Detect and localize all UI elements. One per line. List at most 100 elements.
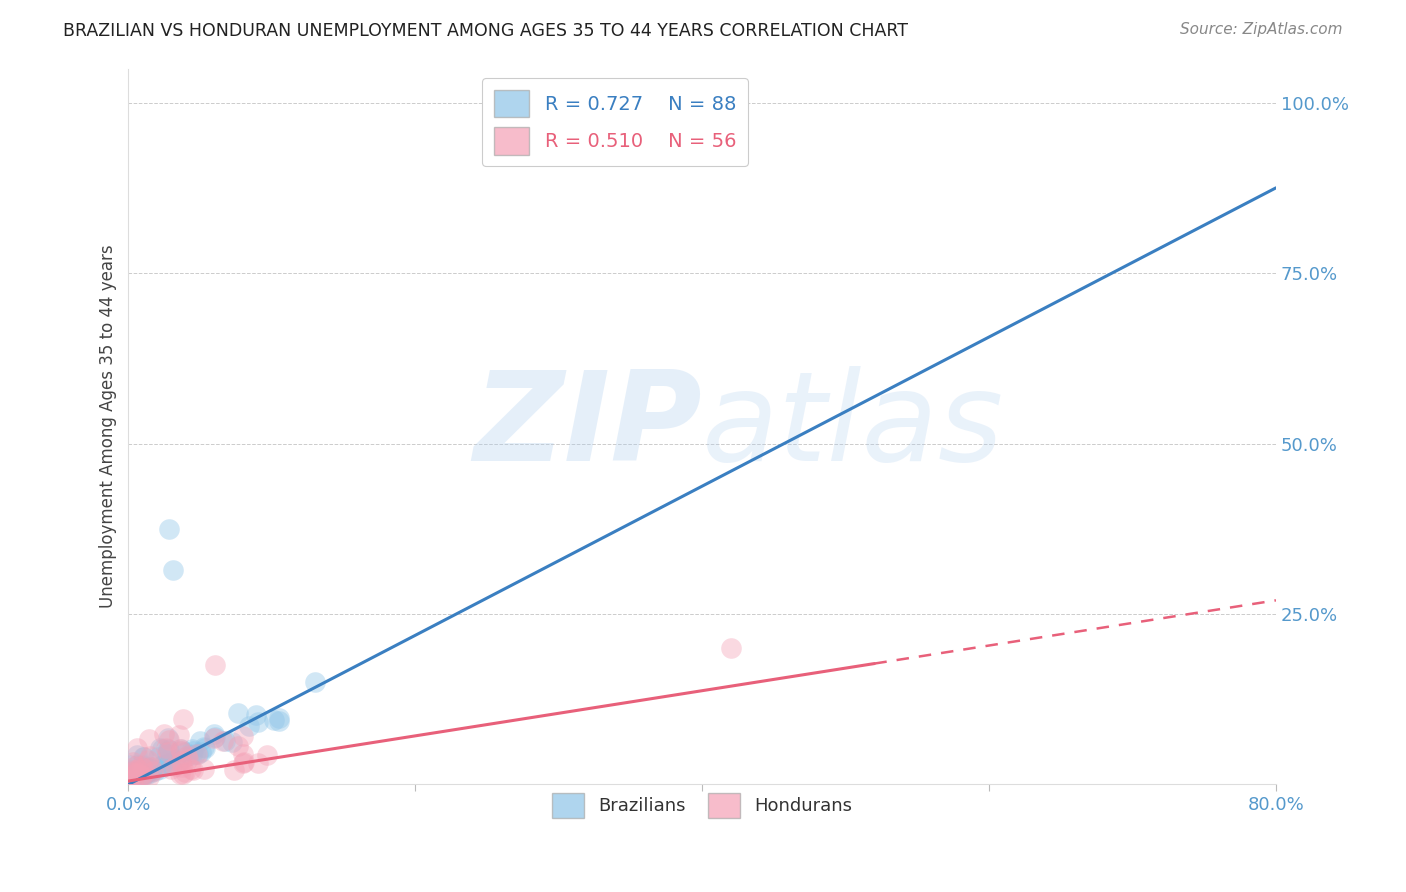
Point bbox=[122, 764, 145, 779]
Point bbox=[269, 711, 291, 725]
Point bbox=[127, 747, 149, 762]
Point bbox=[125, 766, 148, 780]
Point bbox=[129, 759, 152, 773]
Point bbox=[256, 748, 278, 763]
Point bbox=[181, 744, 204, 758]
Point bbox=[159, 762, 181, 776]
Point bbox=[153, 727, 176, 741]
Point bbox=[170, 744, 193, 758]
Point bbox=[142, 763, 165, 777]
Point bbox=[246, 714, 269, 729]
Point bbox=[167, 728, 190, 742]
Point bbox=[169, 742, 191, 756]
Point bbox=[132, 757, 155, 772]
Point bbox=[157, 756, 180, 771]
Point bbox=[134, 765, 156, 780]
Point bbox=[149, 762, 172, 776]
Point bbox=[174, 764, 197, 779]
Point bbox=[156, 742, 179, 756]
Point bbox=[122, 774, 145, 789]
Point bbox=[131, 766, 153, 780]
Text: Source: ZipAtlas.com: Source: ZipAtlas.com bbox=[1180, 22, 1343, 37]
Point bbox=[162, 563, 184, 577]
Point bbox=[156, 731, 179, 745]
Point bbox=[132, 760, 155, 774]
Point bbox=[157, 522, 180, 536]
Point bbox=[120, 764, 142, 778]
Point bbox=[131, 764, 153, 778]
Point bbox=[173, 749, 195, 764]
Point bbox=[131, 768, 153, 782]
Point bbox=[152, 758, 174, 772]
Point bbox=[720, 641, 742, 656]
Point bbox=[122, 763, 145, 777]
Point bbox=[156, 747, 179, 761]
Text: BRAZILIAN VS HONDURAN UNEMPLOYMENT AMONG AGES 35 TO 44 YEARS CORRELATION CHART: BRAZILIAN VS HONDURAN UNEMPLOYMENT AMONG… bbox=[63, 22, 908, 40]
Point bbox=[131, 762, 153, 776]
Text: ZIP: ZIP bbox=[474, 366, 702, 487]
Point bbox=[127, 771, 149, 785]
Point bbox=[187, 747, 209, 761]
Point bbox=[169, 767, 191, 781]
Point bbox=[131, 768, 153, 782]
Point bbox=[136, 767, 159, 781]
Point bbox=[222, 763, 245, 777]
Point bbox=[142, 764, 165, 778]
Y-axis label: Unemployment Among Ages 35 to 44 years: Unemployment Among Ages 35 to 44 years bbox=[100, 244, 117, 608]
Point bbox=[202, 727, 225, 741]
Point bbox=[121, 765, 143, 780]
Point bbox=[170, 755, 193, 769]
Point bbox=[124, 770, 146, 784]
Point bbox=[136, 765, 159, 780]
Point bbox=[120, 771, 142, 785]
Point bbox=[233, 755, 256, 769]
Point bbox=[118, 758, 141, 772]
Point bbox=[190, 745, 212, 759]
Point bbox=[172, 712, 194, 726]
Point bbox=[149, 759, 172, 773]
Point bbox=[124, 768, 146, 782]
Point bbox=[193, 762, 215, 776]
Point bbox=[139, 749, 162, 764]
Point bbox=[118, 773, 141, 788]
Point bbox=[247, 756, 270, 770]
Point bbox=[124, 759, 146, 773]
Point bbox=[136, 753, 159, 767]
Point bbox=[132, 749, 155, 764]
Point bbox=[138, 764, 160, 778]
Point bbox=[118, 769, 141, 783]
Point bbox=[174, 745, 197, 759]
Point bbox=[127, 765, 149, 780]
Point bbox=[118, 763, 141, 777]
Point bbox=[263, 713, 285, 727]
Point bbox=[232, 747, 254, 761]
Point bbox=[146, 749, 169, 764]
Point bbox=[212, 734, 235, 748]
Point bbox=[150, 742, 173, 756]
Point bbox=[122, 770, 145, 784]
Point bbox=[157, 742, 180, 756]
Point bbox=[132, 750, 155, 764]
Point bbox=[132, 761, 155, 775]
Point bbox=[142, 759, 165, 773]
Point bbox=[172, 766, 194, 780]
Point bbox=[122, 768, 145, 782]
Point bbox=[170, 742, 193, 756]
Point bbox=[125, 771, 148, 785]
Point bbox=[157, 745, 180, 759]
Point bbox=[214, 734, 236, 748]
Point bbox=[186, 747, 208, 761]
Point bbox=[127, 740, 149, 755]
Point bbox=[125, 766, 148, 780]
Point bbox=[125, 758, 148, 772]
Point bbox=[121, 771, 143, 785]
Point bbox=[127, 762, 149, 776]
Point bbox=[170, 744, 193, 758]
Point bbox=[127, 765, 149, 780]
Point bbox=[134, 766, 156, 780]
Point bbox=[221, 735, 243, 749]
Point bbox=[238, 719, 260, 733]
Point bbox=[181, 742, 204, 756]
Point bbox=[136, 761, 159, 775]
Point bbox=[183, 747, 205, 761]
